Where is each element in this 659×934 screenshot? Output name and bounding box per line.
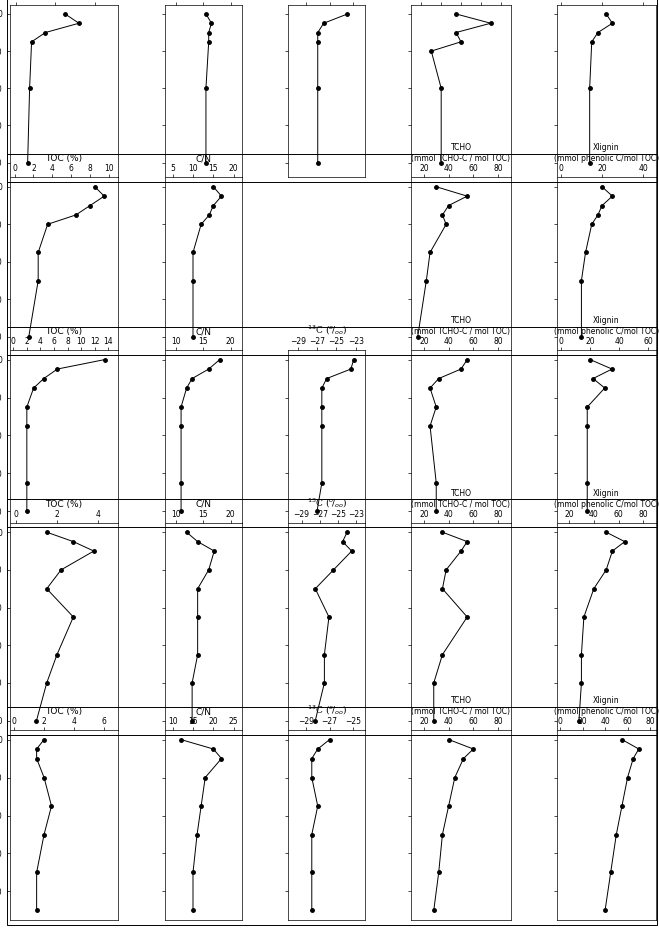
Title: TOC (%): TOC (%) [45,500,82,509]
Title: Xlignin
(mmol phenolic C/mol TOC): Xlignin (mmol phenolic C/mol TOC) [554,316,659,336]
Title: C/N: C/N [195,500,211,509]
Title: $^{13}$C ($^o\!/_{oo}$): $^{13}$C ($^o\!/_{oo}$) [306,323,347,337]
Title: $^{13}$C ($^o\!/_{oo}$): $^{13}$C ($^o\!/_{oo}$) [306,703,347,717]
Title: Xlignin
(mmol phenolic C/mol TOC): Xlignin (mmol phenolic C/mol TOC) [554,143,659,163]
Title: TCHO
(mmol TCHO-C / mol TOC): TCHO (mmol TCHO-C / mol TOC) [411,316,511,336]
Title: C/N: C/N [195,707,211,716]
Title: C/N: C/N [195,327,211,336]
Title: C/N: C/N [195,154,211,163]
Title: $^{13}$C ($^o\!/_{oo}$): $^{13}$C ($^o\!/_{oo}$) [306,496,347,510]
Title: TOC (%): TOC (%) [45,327,82,336]
Title: TCHO
(mmol TCHO-C / mol TOC): TCHO (mmol TCHO-C / mol TOC) [411,143,511,163]
Title: TCHO
(mmol TCHO-C / mol TOC): TCHO (mmol TCHO-C / mol TOC) [411,696,511,716]
Title: TOC (%): TOC (%) [45,707,82,716]
Title: TCHO
(mmol TCHO-C / mol TOC): TCHO (mmol TCHO-C / mol TOC) [411,488,511,509]
Title: TOC (%): TOC (%) [45,154,82,163]
Title: Xlignin
(mmol phenolic C/mol TOC): Xlignin (mmol phenolic C/mol TOC) [554,488,659,509]
Title: Xlignin
(mmol phenolic C/mol TOC): Xlignin (mmol phenolic C/mol TOC) [554,696,659,716]
